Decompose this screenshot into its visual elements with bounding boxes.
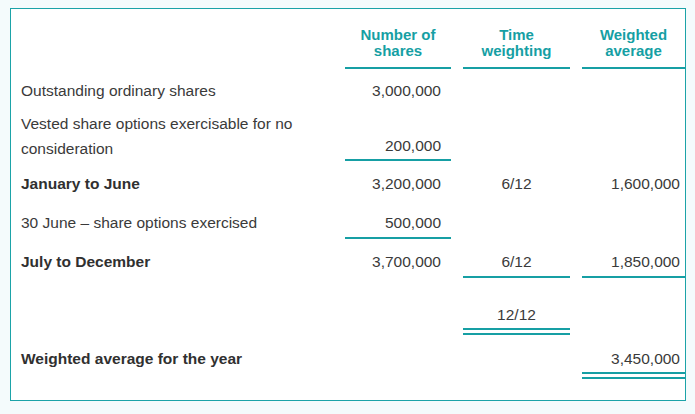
row-label: Outstanding ordinary shares	[20, 81, 333, 101]
row-label: 30 June – share options exercised	[20, 213, 333, 233]
weighted-average-value: 1,850,000	[582, 252, 685, 278]
column-header-weighted-average: Weighted average	[582, 27, 685, 69]
header-line: average	[582, 43, 685, 59]
time-weighting-value: 6/12	[463, 252, 570, 278]
weighted-average-shares-table: Number of shares Time weighting Weighted…	[10, 8, 686, 401]
weighted-average-total: 3,450,000	[582, 349, 685, 374]
header-line: Time	[463, 27, 570, 43]
row-label: Weighted average for the year	[20, 349, 333, 369]
header-line: weighting	[463, 43, 570, 59]
row-label: Vested share options exercisable for no …	[20, 111, 333, 161]
table-row: Vested share options exercisable for no …	[20, 111, 685, 161]
weighted-average-value: 1,600,000	[582, 174, 685, 194]
table-header-row: Number of shares Time weighting Weighted…	[20, 27, 685, 69]
shares-value: 3,700,000	[345, 252, 451, 272]
table-row: Outstanding ordinary shares 3,000,000	[20, 81, 685, 101]
header-line: Weighted	[582, 27, 685, 43]
shares-value: 3,200,000	[345, 174, 451, 194]
row-label: January to June	[20, 174, 333, 194]
row-label: July to December	[20, 252, 333, 272]
time-weighting-total: 12/12	[463, 305, 570, 330]
header-line: shares	[345, 43, 451, 59]
column-header-number-of-shares: Number of shares	[345, 27, 451, 69]
table-row: 30 June – share options exercised 500,00…	[20, 213, 685, 239]
table-row: 12/12	[20, 305, 685, 330]
column-header-time-weighting: Time weighting	[463, 27, 570, 69]
table-row: Weighted average for the year 3,450,000	[20, 349, 685, 374]
table-row: July to December 3,700,000 6/12 1,850,00…	[20, 252, 685, 278]
shares-value: 500,000	[345, 213, 451, 239]
shares-value: 200,000	[345, 136, 451, 161]
table-row: January to June 3,200,000 6/12 1,600,000	[20, 174, 685, 194]
shares-value: 3,000,000	[345, 81, 451, 101]
time-weighting-value: 6/12	[463, 174, 570, 194]
header-line: Number of	[345, 27, 451, 43]
